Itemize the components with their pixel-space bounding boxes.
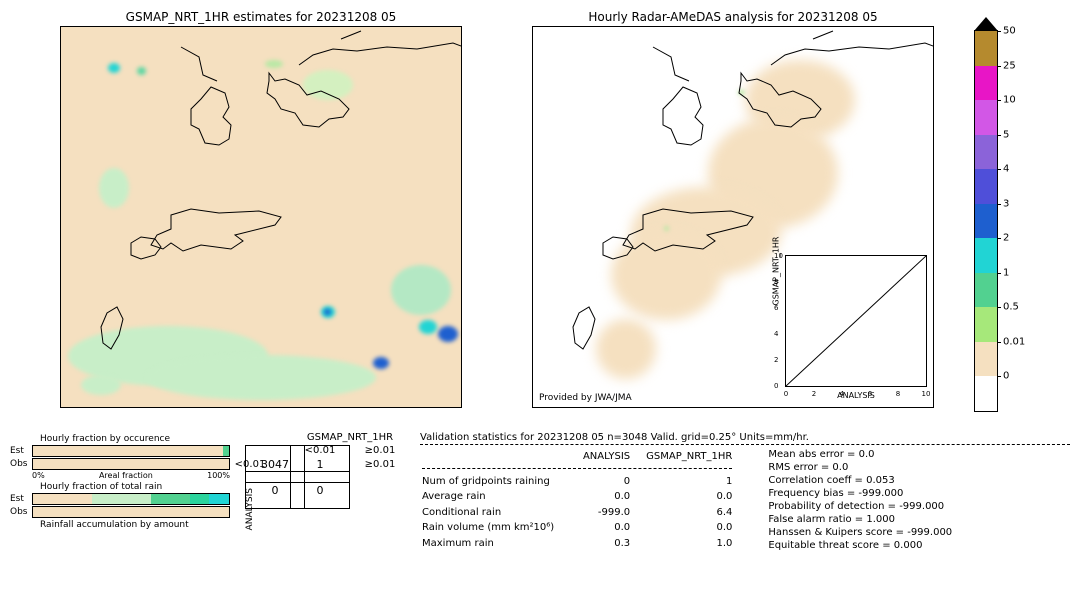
table-row: Rain volume (mm km²10⁶)0.00.0 bbox=[422, 521, 746, 534]
row-label: Conditional rain bbox=[422, 506, 568, 519]
frac-segment bbox=[92, 494, 151, 504]
stat-line: Probability of detection = -999.000 bbox=[768, 500, 952, 513]
colorbar-segment bbox=[975, 169, 997, 204]
row-a: 0.0 bbox=[570, 490, 644, 503]
frac-title-occ: Hourly fraction by occurence bbox=[40, 434, 230, 444]
frac-segment bbox=[209, 494, 229, 504]
cont-cell-11: 0 bbox=[290, 471, 350, 509]
frac-segment bbox=[33, 507, 229, 517]
stat-line: Frequency bias = -999.000 bbox=[768, 487, 952, 500]
frac-bar-tot-obs bbox=[32, 506, 230, 518]
table-row: Num of gridpoints raining01 bbox=[422, 475, 746, 488]
fraction-panel: Hourly fraction by occurence Est Obs 0% A… bbox=[10, 432, 230, 552]
table-row: Maximum rain0.31.0 bbox=[422, 537, 746, 551]
left-map-panel: GSMAP_NRT_1HR estimates for 20231208 05 … bbox=[60, 10, 462, 412]
colorbar-segment bbox=[975, 31, 997, 66]
colorbar-segment bbox=[975, 100, 997, 135]
cont-col-title: GSMAP_NRT_1HR bbox=[290, 432, 410, 443]
colorbar-arrow-icon bbox=[974, 17, 998, 31]
col-gsmap: GSMAP_NRT_1HR bbox=[646, 450, 746, 463]
colorbar-segment bbox=[975, 273, 997, 308]
colorbar-tick: 3 bbox=[1003, 198, 1009, 209]
colorbar-segment bbox=[975, 376, 997, 411]
bottom-row: Hourly fraction by occurence Est Obs 0% A… bbox=[10, 432, 1070, 552]
colorbar-tick: 2 bbox=[1003, 233, 1009, 244]
cont-col-1: ≥0.01 bbox=[365, 445, 396, 456]
top-row: GSMAP_NRT_1HR estimates for 20231208 05 … bbox=[10, 10, 1070, 412]
frac-title-tot: Hourly fraction of total rain bbox=[40, 482, 230, 492]
frac-axis-right: 100% bbox=[207, 471, 230, 480]
stat-line: Mean abs error = 0.0 bbox=[768, 448, 952, 461]
frac-axis-center: Areal fraction bbox=[99, 471, 153, 480]
colorbar-segment bbox=[975, 66, 997, 101]
frac-bar-tot-est bbox=[32, 493, 230, 505]
frac-segment bbox=[33, 459, 229, 469]
row-b: 6.4 bbox=[646, 506, 746, 519]
row-b: 0.0 bbox=[646, 521, 746, 534]
frac-label-obs: Obs bbox=[10, 459, 32, 469]
colorbar-tick: 0.5 bbox=[1003, 302, 1019, 313]
row-label: Rain volume (mm km²10⁶) bbox=[422, 521, 568, 534]
stat-line: Correlation coeff = 0.053 bbox=[768, 474, 952, 487]
colorbar-tick: 10 bbox=[1003, 95, 1016, 106]
validation-stats-list: Mean abs error = 0.0RMS error = 0.0Corre… bbox=[768, 448, 952, 552]
row-a: 0.3 bbox=[570, 537, 644, 551]
colorbar-tick: 0 bbox=[1003, 371, 1009, 382]
row-a: 0.0 bbox=[570, 521, 644, 534]
contingency-table: GSMAP_NRT_1HR <0.01 ≥0.01 ANALYSIS <0.01… bbox=[240, 432, 410, 552]
row-b: 1.0 bbox=[646, 537, 746, 551]
cont-row-title: ANALYSIS bbox=[245, 488, 255, 530]
row-label: Maximum rain bbox=[422, 537, 568, 551]
row-b: 1 bbox=[646, 475, 746, 488]
frac-segment bbox=[151, 494, 190, 504]
colorbar-tick: 25 bbox=[1003, 60, 1016, 71]
colorbar-segment bbox=[975, 135, 997, 170]
row-label: Average rain bbox=[422, 490, 568, 503]
row-label: Num of gridpoints raining bbox=[422, 475, 568, 488]
validation-panel: Validation statistics for 20231208 05 n=… bbox=[420, 432, 1070, 552]
table-row: Average rain0.00.0 bbox=[422, 490, 746, 503]
cont-row-1: ≥0.01 bbox=[365, 459, 396, 470]
frac-axis-left: 0% bbox=[32, 471, 45, 480]
frac-segment bbox=[190, 494, 210, 504]
right-map-panel: Hourly Radar-AMeDAS analysis for 2023120… bbox=[532, 10, 934, 412]
frac-segment bbox=[223, 446, 229, 456]
right-map: 125°E130°E135°E140°E145°E25°N30°N35°N40°… bbox=[532, 26, 934, 408]
stat-line: Equitable threat score = 0.000 bbox=[768, 539, 952, 552]
row-a: 0 bbox=[570, 475, 644, 488]
frac-bar-occ-est bbox=[32, 445, 230, 457]
right-map-title: Hourly Radar-AMeDAS analysis for 2023120… bbox=[532, 10, 934, 24]
frac-label-est2: Est bbox=[10, 494, 32, 504]
frac-title-acc: Rainfall accumulation by amount bbox=[40, 520, 230, 530]
validation-title: Validation statistics for 20231208 05 n=… bbox=[420, 432, 1070, 443]
left-map-title: GSMAP_NRT_1HR estimates for 20231208 05 bbox=[60, 10, 462, 24]
frac-label-obs2: Obs bbox=[10, 507, 32, 517]
colorbar-tick: 1 bbox=[1003, 267, 1009, 278]
stat-line: Hanssen & Kuipers score = -999.000 bbox=[768, 526, 952, 539]
frac-label-est: Est bbox=[10, 446, 32, 456]
frac-bar-occ-obs bbox=[32, 458, 230, 470]
frac-segment bbox=[33, 446, 223, 456]
frac-segment bbox=[33, 494, 92, 504]
colorbar-tick: 50 bbox=[1003, 26, 1016, 37]
stat-line: RMS error = 0.0 bbox=[768, 461, 952, 474]
divider bbox=[420, 444, 1070, 445]
colorbar-segment bbox=[975, 204, 997, 239]
colorbar-tick: 4 bbox=[1003, 164, 1009, 175]
left-map: 125°E130°E135°E140°E145°E25°N30°N35°N40°… bbox=[60, 26, 462, 408]
colorbar-tick: 5 bbox=[1003, 129, 1009, 140]
col-analysis: ANALYSIS bbox=[570, 450, 644, 463]
colorbar-segment bbox=[975, 238, 997, 273]
row-a: -999.0 bbox=[570, 506, 644, 519]
stat-line: False alarm ratio = 1.000 bbox=[768, 513, 952, 526]
colorbar: 502510543210.50.010 bbox=[974, 30, 998, 412]
colorbar-segment bbox=[975, 307, 997, 342]
row-b: 0.0 bbox=[646, 490, 746, 503]
colorbar-segment bbox=[975, 342, 997, 377]
validation-table: ANALYSISGSMAP_NRT_1HR Num of gridpoints … bbox=[420, 448, 748, 552]
table-row: Conditional rain-999.06.4 bbox=[422, 506, 746, 519]
colorbar-tick: 0.01 bbox=[1003, 336, 1025, 347]
